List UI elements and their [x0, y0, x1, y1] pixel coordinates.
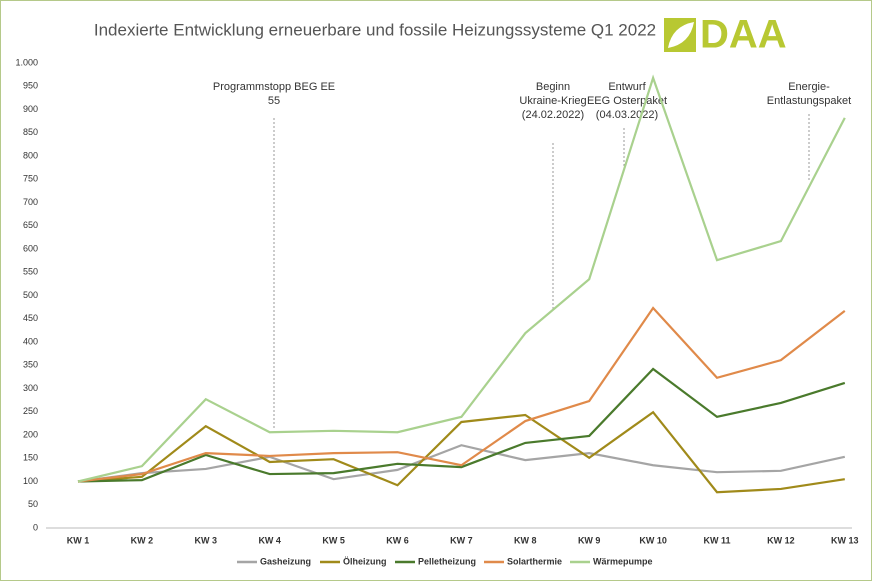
y-tick-label: 150 — [23, 453, 38, 463]
y-tick-label: 200 — [23, 429, 38, 439]
y-tick-label: 650 — [23, 220, 38, 230]
annotation-text: Energie- — [788, 81, 830, 93]
y-tick-label: 750 — [23, 174, 38, 184]
x-tick-label: KW 3 — [195, 535, 218, 545]
x-tick-label: KW 8 — [514, 535, 537, 545]
y-tick-label: 550 — [23, 267, 38, 277]
y-tick-label: 700 — [23, 197, 38, 207]
x-tick-label: KW 2 — [131, 535, 154, 545]
x-tick-label: KW 5 — [322, 535, 345, 545]
legend-label: Ölheizung — [343, 556, 387, 566]
x-tick-label: KW 11 — [703, 535, 730, 545]
annotation-text: EEG Osterpaket — [587, 95, 667, 107]
y-tick-label: 100 — [23, 476, 38, 486]
y-tick-label: 950 — [23, 81, 38, 91]
legend-label: Gasheizung — [260, 556, 311, 566]
logo-leaf — [668, 22, 694, 48]
annotation-text: Beginn — [536, 81, 570, 93]
annotation-text: (04.03.2022) — [596, 109, 658, 121]
y-tick-label: 800 — [23, 150, 38, 160]
x-tick-label: KW 1 — [67, 535, 90, 545]
y-tick-label: 0 — [33, 522, 38, 532]
x-tick-label: KW 9 — [578, 535, 601, 545]
x-tick-label: KW 4 — [258, 535, 281, 545]
y-tick-label: 450 — [23, 313, 38, 323]
x-tick-label: KW 6 — [386, 535, 409, 545]
series-line — [77, 367, 846, 483]
annotation-text: Ukraine-Krieg — [519, 95, 586, 107]
annotation-text: Entlastungspaket — [767, 95, 851, 107]
logo: DAA — [664, 13, 787, 57]
y-tick-label: 900 — [23, 104, 38, 114]
annotation-text: 55 — [268, 95, 280, 107]
annotation-text: Entwurf — [608, 81, 646, 93]
x-tick-label: KW 13 — [831, 535, 859, 545]
y-tick-label: 400 — [23, 336, 38, 346]
x-tick-label: KW 10 — [639, 535, 667, 545]
y-tick-label: 600 — [23, 243, 38, 253]
legend-label: Solarthermie — [507, 556, 562, 566]
legend-label: Wärmepumpe — [593, 556, 653, 566]
legend-label: Pelletheizung — [418, 556, 476, 566]
y-tick-label: 50 — [28, 499, 38, 509]
series-line — [77, 74, 846, 483]
annotation-text: (24.02.2022) — [522, 109, 584, 121]
y-tick-label: 300 — [23, 383, 38, 393]
annotation-text: Programmstopp BEG EE — [213, 81, 335, 93]
y-tick-label: 500 — [23, 290, 38, 300]
x-tick-label: KW 12 — [767, 535, 795, 545]
series-line — [77, 306, 846, 483]
x-tick-label: KW 7 — [450, 535, 473, 545]
logo-text: DAA — [700, 13, 787, 57]
series-line — [77, 444, 846, 483]
chart-title: Indexierte Entwicklung erneuerbare und f… — [94, 20, 656, 39]
y-tick-label: 1.000 — [15, 57, 38, 67]
y-tick-label: 850 — [23, 127, 38, 137]
series-line — [77, 410, 845, 494]
y-tick-label: 350 — [23, 360, 38, 370]
y-tick-label: 250 — [23, 406, 38, 416]
